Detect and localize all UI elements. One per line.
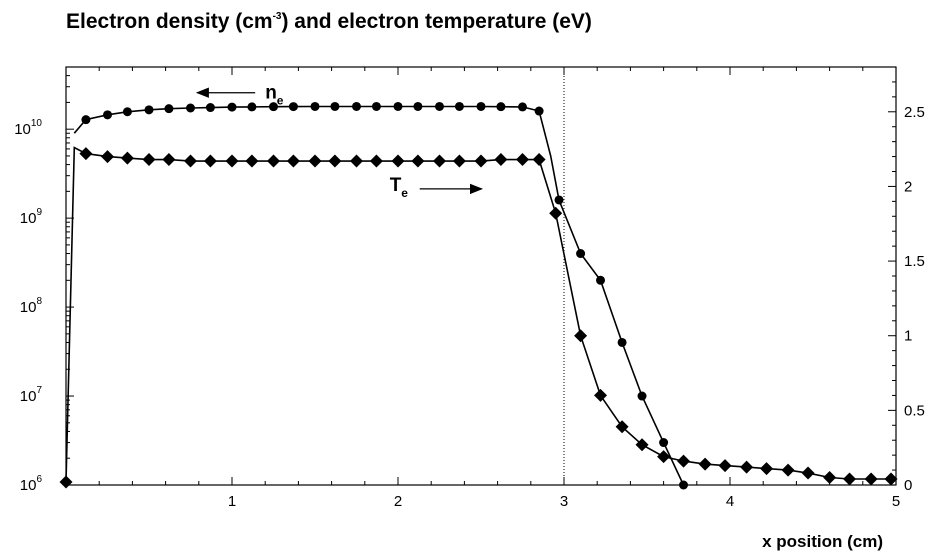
data-point-density <box>227 102 237 112</box>
data-point-temperature <box>677 454 691 468</box>
data-point-temperature <box>203 154 217 168</box>
data-point-temperature <box>594 388 608 402</box>
data-point-temperature <box>225 154 239 168</box>
data-point-temperature <box>884 472 898 486</box>
data-point-temperature <box>350 154 363 168</box>
data-point-temperature <box>101 150 114 164</box>
data-point-density <box>310 101 320 111</box>
data-point-temperature <box>59 475 73 489</box>
y-left-tick-label: 109 <box>20 207 43 227</box>
y-left-tick-label: 1010 <box>14 118 42 138</box>
data-point-temperature <box>245 154 259 168</box>
data-point-density <box>288 102 298 112</box>
data-point-density <box>164 104 174 114</box>
data-point-temperature <box>308 154 322 168</box>
y-right-tick-label: 0 <box>904 477 912 494</box>
data-point-density <box>186 103 195 113</box>
x-tick-label: 1 <box>228 493 236 510</box>
data-point-temperature <box>494 153 508 167</box>
data-point-temperature <box>864 472 878 486</box>
y-left-tick-label: 108 <box>20 296 43 316</box>
data-point-temperature <box>411 154 425 168</box>
data-point-density <box>454 101 464 111</box>
y-left-tick-label: 107 <box>20 385 43 405</box>
data-point-temperature <box>142 153 156 167</box>
chart-title: Electron density (cm-3) and electron tem… <box>66 10 592 33</box>
x-tick-label: 2 <box>394 493 402 510</box>
data-point-density <box>103 110 112 120</box>
data-point-density <box>659 438 669 448</box>
data-point-density <box>534 106 544 116</box>
data-point-temperature <box>286 154 300 168</box>
data-point-temperature <box>452 154 466 168</box>
data-point-density <box>679 480 689 490</box>
data-point-temperature <box>698 457 712 471</box>
data-point-temperature <box>184 154 197 168</box>
data-point-density <box>435 101 444 111</box>
data-point-temperature <box>532 153 546 167</box>
data-point-temperature <box>474 154 488 168</box>
plot-frame <box>65 66 897 486</box>
data-point-density <box>596 275 606 285</box>
data-point-temperature <box>79 147 93 161</box>
data-point-density <box>393 101 403 111</box>
series-label-temperature: Te <box>390 175 409 200</box>
data-point-temperature <box>843 472 857 486</box>
data-point-density <box>496 102 506 112</box>
data-point-density <box>371 101 381 111</box>
data-point-density <box>476 101 486 111</box>
x-tick-label: 5 <box>892 493 900 510</box>
y-right-tick-label: 1.5 <box>904 253 925 270</box>
data-point-temperature <box>657 450 671 464</box>
data-point-temperature <box>433 154 446 168</box>
data-point-temperature <box>267 154 280 168</box>
y-right-tick-label: 2.5 <box>904 104 925 121</box>
data-point-temperature <box>549 206 563 220</box>
data-point-density <box>122 107 132 117</box>
data-point-density <box>205 103 215 113</box>
y-right-tick-label: 0.5 <box>904 402 925 419</box>
data-point-density <box>144 105 154 115</box>
data-point-density <box>554 195 564 205</box>
plot-area: 1 2 3 4 5 106 107 108 109 1010 0 0.5 1 1.5 2 2.5 ne Te <box>14 66 925 510</box>
y-right-tick-label: 2 <box>904 178 912 195</box>
data-point-temperature <box>369 154 383 168</box>
data-point-temperature <box>120 151 134 165</box>
y-right-tick-label: 1 <box>904 328 912 345</box>
data-point-temperature <box>328 154 342 168</box>
y-left-tick-label: 106 <box>20 474 43 494</box>
data-point-temperature <box>615 420 629 434</box>
data-point-density <box>617 337 627 347</box>
x-axis-label: x position (cm) <box>762 532 883 551</box>
data-point-temperature <box>574 329 588 343</box>
data-point-temperature <box>718 459 732 473</box>
data-point-temperature <box>162 153 176 167</box>
data-point-density <box>81 115 91 125</box>
data-point-density <box>330 101 340 111</box>
data-point-density <box>576 249 586 259</box>
data-point-temperature <box>391 154 405 168</box>
x-tick-label: 4 <box>726 493 734 510</box>
data-point-density <box>269 102 278 112</box>
data-point-density <box>637 391 647 401</box>
data-point-temperature <box>801 466 815 480</box>
data-point-temperature <box>760 462 774 476</box>
series-label-density: ne <box>265 83 284 108</box>
data-point-temperature <box>781 463 795 477</box>
data-point-temperature <box>635 438 649 452</box>
series-line-temperature <box>65 146 891 483</box>
data-point-density <box>413 101 423 111</box>
data-point-temperature <box>516 153 529 167</box>
data-point-density <box>247 102 257 112</box>
data-point-density <box>352 101 361 111</box>
x-tick-label: 3 <box>560 493 568 510</box>
data-point-temperature <box>740 460 754 474</box>
data-point-density <box>518 102 527 112</box>
data-point-temperature <box>823 471 837 485</box>
